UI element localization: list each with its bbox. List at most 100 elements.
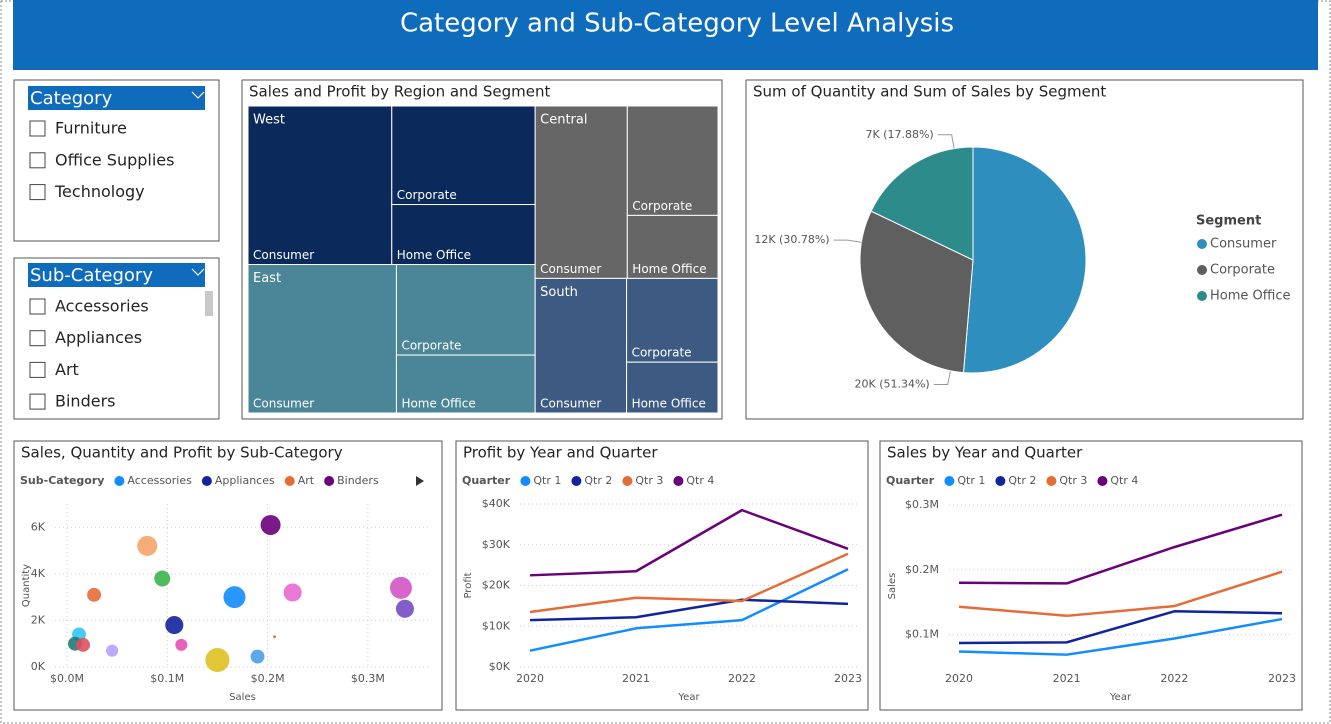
legend-marker — [1046, 476, 1057, 486]
treemap-group-label: East — [253, 271, 281, 286]
treemap-tile-label: Consumer — [253, 397, 314, 411]
treemap-tile[interactable] — [534, 105, 628, 279]
legend-marker — [114, 476, 125, 486]
line-series — [958, 570, 1283, 618]
treemap-tile-label: Home Office — [632, 397, 706, 411]
legend-label: Binders — [337, 474, 379, 487]
bubble[interactable] — [205, 647, 230, 673]
bubble[interactable] — [250, 649, 265, 664]
checkbox[interactable] — [29, 152, 46, 169]
legend-label: Accessories — [127, 474, 192, 487]
line-series — [529, 598, 849, 622]
chart-title: Sales and Profit by Region and Segment — [249, 83, 550, 101]
treemap-tile[interactable] — [395, 354, 536, 414]
bubble[interactable] — [223, 586, 246, 609]
y-tick-label: $0.3M — [905, 498, 939, 511]
legend-label: Qtr 1 — [957, 474, 985, 487]
x-tick-label: 2023 — [1268, 672, 1296, 685]
bubble[interactable] — [106, 644, 119, 657]
treemap-tile[interactable] — [247, 105, 393, 266]
treemap-tile-label: Consumer — [253, 248, 314, 262]
bubble[interactable] — [175, 638, 188, 651]
line-series — [529, 508, 849, 577]
legend-label: Consumer — [1210, 237, 1277, 252]
treemap-tile[interactable] — [626, 105, 719, 216]
y-tick-label: $30K — [482, 538, 511, 551]
legend-marker — [1197, 291, 1207, 301]
legend-label: Qtr 2 — [584, 474, 612, 487]
treemap-tile-label: Home Office — [401, 397, 475, 411]
x-tick-label: 2022 — [728, 672, 756, 685]
bubble[interactable] — [273, 635, 277, 639]
pie-slice[interactable] — [962, 146, 1087, 374]
bubble[interactable] — [87, 587, 102, 602]
x-tick-label: 2020 — [945, 672, 973, 685]
legend-label: Art — [298, 474, 315, 487]
treemap-tile-label: Corporate — [632, 346, 692, 360]
chart-title: Sales, Quantity and Profit by Sub-Catego… — [21, 444, 343, 462]
bubble[interactable] — [137, 535, 158, 556]
y-tick-label: $20K — [482, 579, 511, 592]
slicer-item[interactable]: Binders — [55, 392, 115, 411]
checkbox[interactable] — [29, 298, 46, 315]
scrollbar[interactable] — [205, 291, 213, 316]
y-axis-title: Quantity — [21, 564, 32, 607]
bubble[interactable] — [395, 599, 415, 618]
legend-more-arrow[interactable] — [416, 476, 424, 486]
slicer-item[interactable]: Furniture — [55, 119, 127, 138]
bubble[interactable] — [283, 583, 302, 602]
treemap-tile[interactable] — [626, 214, 719, 279]
slicer-item[interactable]: Office Supplies — [55, 150, 174, 169]
bubble[interactable] — [260, 514, 281, 535]
checkbox[interactable] — [29, 120, 46, 137]
checkbox[interactable] — [29, 330, 46, 347]
legend-label: Qtr 2 — [1008, 474, 1036, 487]
treemap-tile[interactable] — [626, 277, 719, 363]
legend-label: Qtr 4 — [686, 474, 714, 487]
legend-label: Corporate — [1210, 263, 1275, 278]
treemap-tile[interactable] — [534, 277, 628, 414]
bubble[interactable] — [154, 570, 171, 587]
slicer-item[interactable]: Technology — [54, 182, 145, 201]
pie-slice[interactable] — [859, 210, 974, 374]
pie-slice[interactable] — [870, 146, 974, 261]
treemap-tile-label: Consumer — [540, 262, 601, 276]
x-tick-label: $0.2M — [251, 672, 285, 685]
legend-label: Qtr 4 — [1110, 474, 1138, 487]
treemap-tile[interactable] — [626, 361, 719, 414]
checkbox[interactable] — [29, 184, 46, 201]
legend-title: Sub-Category — [20, 474, 104, 487]
legend-marker — [995, 476, 1006, 486]
treemap-tile-label: Corporate — [401, 339, 461, 353]
legend-marker — [1097, 476, 1108, 486]
legend-title: Quarter — [462, 474, 511, 487]
slicer-chevron[interactable] — [191, 91, 205, 99]
slicer-item[interactable]: Art — [55, 360, 79, 379]
treemap-tile[interactable] — [391, 204, 536, 266]
bubble[interactable] — [76, 637, 91, 652]
slicer-chevron[interactable] — [191, 268, 205, 276]
legend-label: Qtr 3 — [635, 474, 663, 487]
legend-title: Segment — [1196, 214, 1261, 229]
bubble[interactable] — [389, 576, 412, 599]
treemap-tile[interactable] — [247, 264, 397, 414]
header-bar — [13, 0, 1318, 70]
slicer-item[interactable]: Appliances — [55, 328, 142, 347]
bubble[interactable] — [165, 616, 184, 635]
legend-marker — [1197, 265, 1207, 275]
treemap-tile-label: Home Office — [632, 262, 706, 276]
checkbox[interactable] — [29, 393, 46, 410]
leader-line — [833, 239, 862, 243]
slicer-header — [28, 86, 205, 110]
page-title: Category and Sub-Category Level Analysis — [400, 9, 954, 39]
treemap-tile-label: Consumer — [540, 397, 601, 411]
legend-label: Home Office — [1210, 289, 1290, 304]
line-series — [958, 513, 1283, 585]
line-series — [529, 568, 849, 652]
y-tick-label: 6K — [31, 520, 46, 533]
slicer-item[interactable]: Accessories — [55, 297, 149, 316]
x-tick-label: 2021 — [622, 672, 650, 685]
treemap-tile[interactable] — [395, 264, 536, 356]
checkbox[interactable] — [29, 361, 46, 378]
